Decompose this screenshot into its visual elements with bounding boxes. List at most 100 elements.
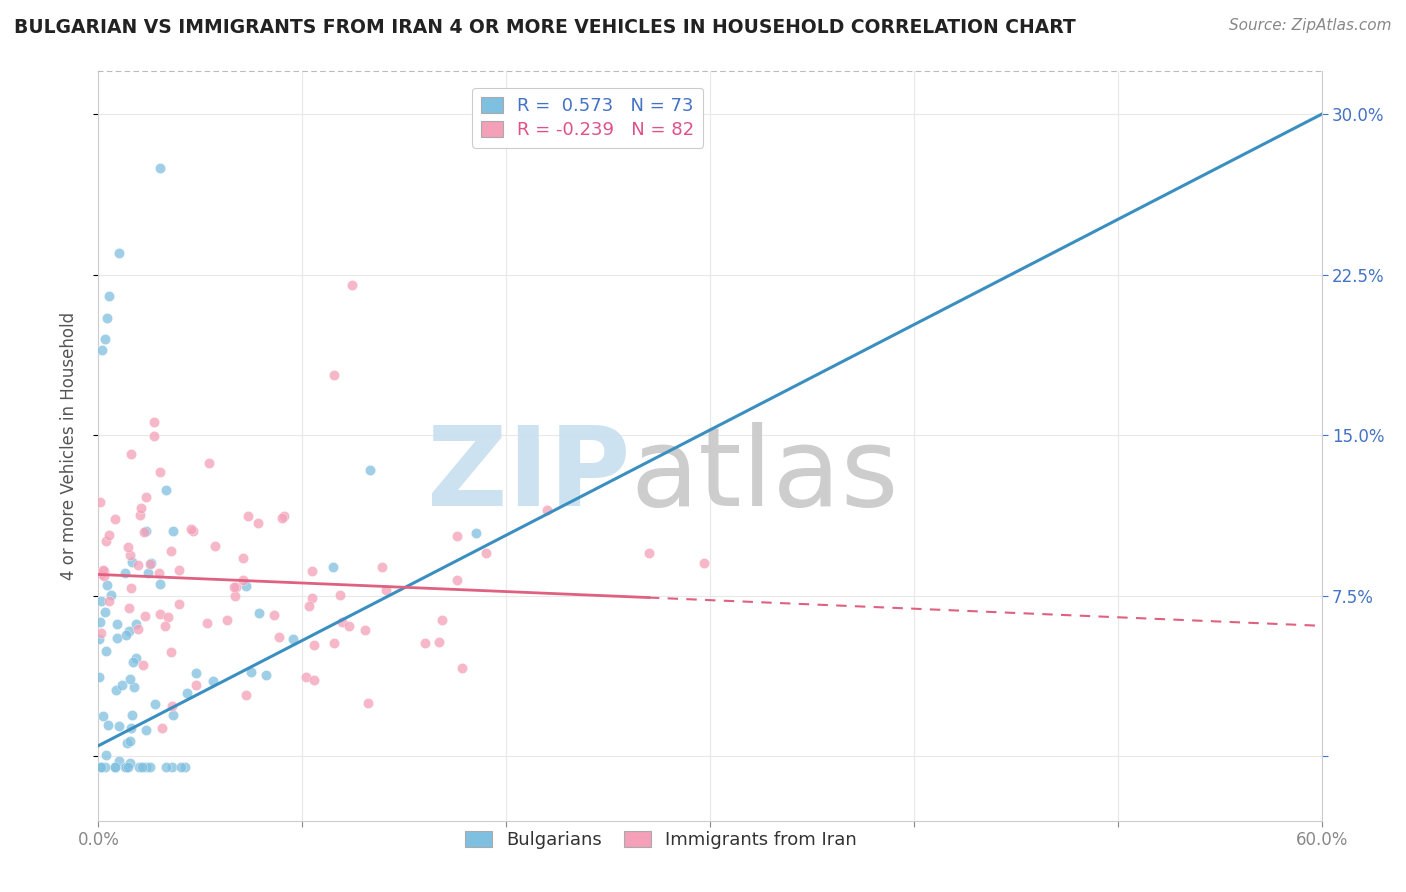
Point <box>217 613 239 627</box>
Point <box>107 754 129 768</box>
Point <box>167 563 190 577</box>
Point <box>342 278 364 293</box>
Point <box>115 628 138 642</box>
Point <box>184 665 207 680</box>
Point <box>93 569 115 583</box>
Point <box>176 686 198 700</box>
Point <box>446 529 468 543</box>
Point <box>117 541 139 555</box>
Point <box>120 581 142 595</box>
Point <box>120 756 142 771</box>
Point <box>323 368 346 382</box>
Point <box>170 760 193 774</box>
Point <box>323 636 346 650</box>
Point <box>108 719 131 733</box>
Point <box>162 708 184 723</box>
Point <box>186 678 208 692</box>
Point <box>167 597 190 611</box>
Point <box>117 760 139 774</box>
Point <box>637 546 661 560</box>
Point <box>89 760 111 774</box>
Point <box>98 528 121 542</box>
Point <box>104 682 127 697</box>
Point <box>204 539 226 553</box>
Point <box>94 748 117 763</box>
Point <box>121 707 143 722</box>
Point <box>148 566 170 580</box>
Point <box>127 558 149 572</box>
Point <box>246 516 269 530</box>
Point <box>93 605 115 619</box>
Point <box>135 760 157 774</box>
Text: Source: ZipAtlas.com: Source: ZipAtlas.com <box>1229 18 1392 33</box>
Point <box>370 560 392 574</box>
Point <box>464 526 486 541</box>
Text: ZIP: ZIP <box>427 423 630 530</box>
Point <box>254 668 277 682</box>
Point <box>159 544 181 558</box>
Point <box>115 760 138 774</box>
Point <box>96 310 118 325</box>
Point <box>105 617 128 632</box>
Point <box>94 533 117 548</box>
Point <box>451 661 474 675</box>
Point <box>90 760 112 774</box>
Point <box>302 638 325 652</box>
Point <box>475 545 498 559</box>
Point <box>139 558 162 572</box>
Point <box>298 599 321 614</box>
Point <box>89 632 111 646</box>
Point <box>224 580 246 594</box>
Point <box>104 760 127 774</box>
Point <box>430 613 453 627</box>
Point <box>337 619 360 633</box>
Point <box>138 566 160 580</box>
Point <box>149 161 172 175</box>
Point <box>89 615 111 630</box>
Point <box>89 495 111 509</box>
Point <box>427 634 450 648</box>
Point <box>162 524 184 538</box>
Point <box>301 591 323 605</box>
Point <box>270 511 292 525</box>
Point <box>232 551 254 566</box>
Y-axis label: 4 or more Vehicles in Household: 4 or more Vehicles in Household <box>59 312 77 580</box>
Point <box>93 564 115 578</box>
Point <box>131 500 153 515</box>
Point <box>111 678 134 692</box>
Point <box>149 607 172 622</box>
Point <box>139 760 162 774</box>
Point <box>121 555 143 569</box>
Point <box>129 508 152 522</box>
Point <box>91 563 114 577</box>
Point <box>125 617 148 632</box>
Point <box>104 512 127 526</box>
Point <box>90 626 112 640</box>
Point <box>413 635 436 649</box>
Point <box>330 615 353 629</box>
Point <box>692 556 714 570</box>
Point <box>225 580 247 594</box>
Point <box>132 658 155 673</box>
Point <box>97 718 120 732</box>
Point <box>240 665 263 680</box>
Point <box>353 623 375 637</box>
Point <box>173 760 195 774</box>
Point <box>90 567 112 582</box>
Point <box>247 606 270 620</box>
Point <box>143 429 166 443</box>
Point <box>235 688 257 702</box>
Point <box>120 548 142 562</box>
Legend: Bulgarians, Immigrants from Iran: Bulgarians, Immigrants from Iran <box>458 824 865 856</box>
Text: atlas: atlas <box>630 423 898 530</box>
Point <box>135 524 157 538</box>
Text: BULGARIAN VS IMMIGRANTS FROM IRAN 4 OR MORE VEHICLES IN HOUSEHOLD CORRELATION CH: BULGARIAN VS IMMIGRANTS FROM IRAN 4 OR M… <box>14 18 1076 37</box>
Point <box>181 524 204 538</box>
Point <box>118 672 141 686</box>
Point <box>160 760 183 774</box>
Point <box>120 447 142 461</box>
Point <box>134 524 156 539</box>
Point <box>114 566 136 580</box>
Point <box>149 577 172 591</box>
Point <box>96 578 118 592</box>
